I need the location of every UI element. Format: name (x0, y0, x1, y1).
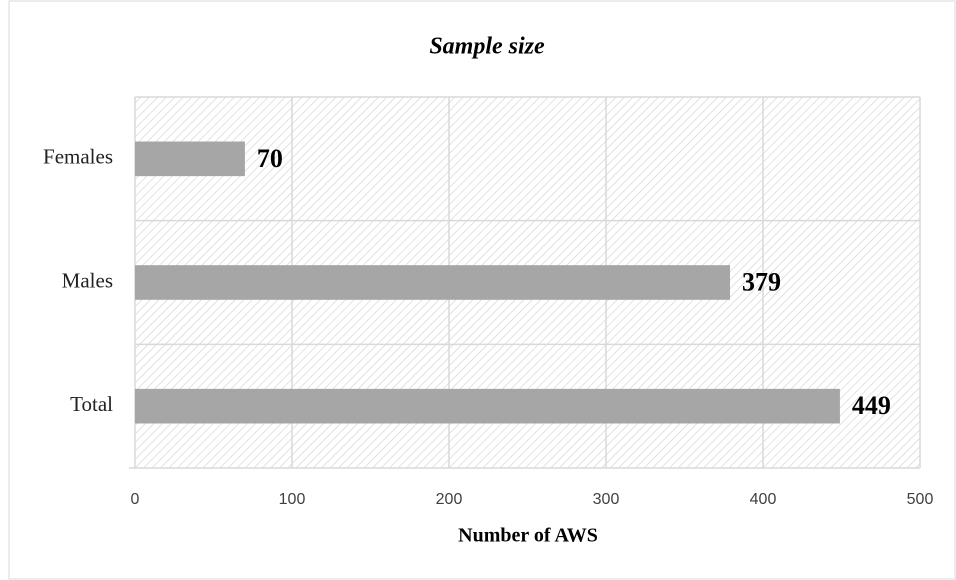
y-tick-label: Total (70, 392, 113, 416)
x-tick-label: 500 (907, 491, 934, 508)
x-tick-label: 200 (436, 491, 463, 508)
x-tick-label: 100 (279, 491, 306, 508)
x-axis-label: Number of AWS (458, 525, 598, 547)
bar (135, 141, 245, 177)
x-tick-label: 0 (131, 491, 140, 508)
y-tick-label: Males (62, 268, 113, 292)
y-tick-label: Females (43, 145, 113, 169)
value-label: 449 (852, 391, 891, 420)
value-label: 379 (742, 267, 781, 296)
value-label: 70 (257, 144, 283, 173)
chart-title: Sample size (429, 34, 545, 60)
x-tick-label: 300 (593, 491, 620, 508)
bar (135, 265, 731, 300)
x-tick-label: 400 (750, 491, 777, 508)
bar (135, 388, 840, 424)
